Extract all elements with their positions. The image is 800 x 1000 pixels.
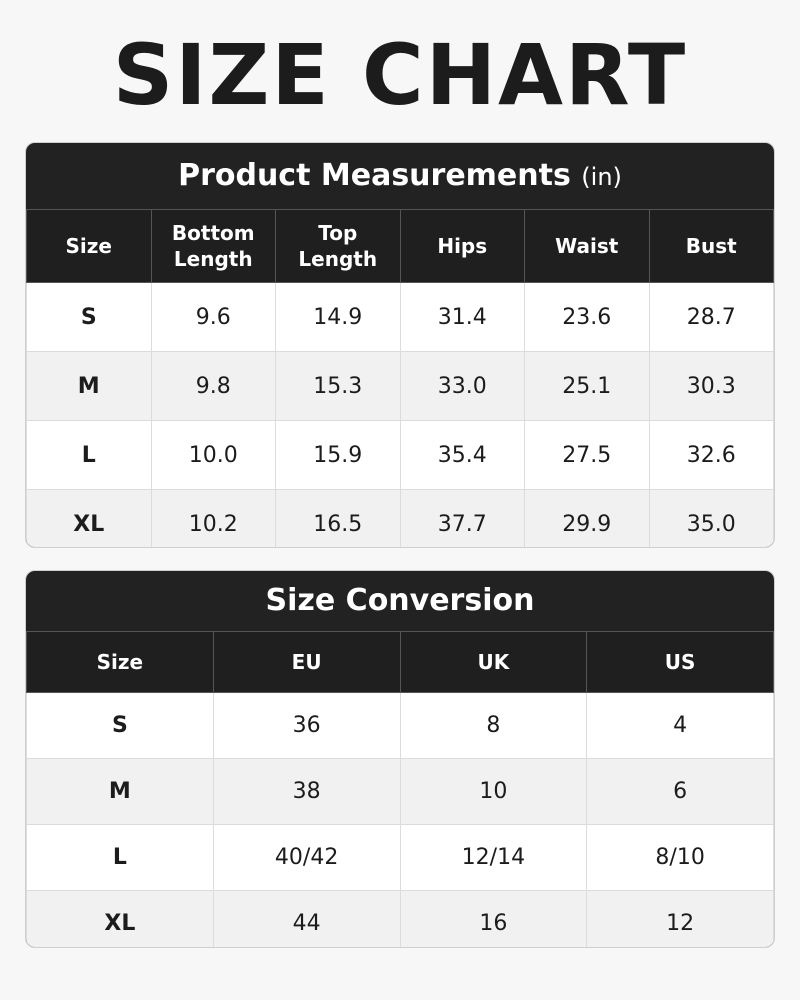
cell: 25.1	[524, 351, 650, 421]
cell: 8/10	[586, 824, 774, 891]
cell: 10.2	[150, 489, 276, 547]
size-cell: S	[26, 282, 152, 352]
measurements-panel: Product Measurements (in) Size Bottom Len…	[25, 142, 775, 548]
cell: 44	[212, 890, 401, 947]
table-row: L 10.0 15.9 35.4 27.5 32.6	[26, 420, 774, 490]
table-row: S 36 8 4	[26, 692, 774, 759]
cell: 28.7	[648, 282, 774, 352]
cell: 40/42	[212, 824, 401, 891]
column-header: Size	[26, 209, 152, 283]
size-cell: L	[26, 824, 214, 891]
header-row: Size Bottom Length Top Length Hips Waist Bust	[26, 209, 774, 283]
cell: 35.4	[399, 420, 525, 490]
cell: 12/14	[399, 824, 588, 891]
cell: 10	[399, 758, 588, 825]
table-row: XL 10.2 16.5 37.7 29.9 35.0	[26, 489, 774, 547]
table-row: S 9.6 14.9 31.4 23.6 28.7	[26, 282, 774, 352]
cell: 8	[399, 692, 588, 759]
cell: 16	[399, 890, 588, 947]
unit: (in)	[581, 163, 622, 191]
conversion-table: Size EU UK US S 36 8 4 M 38 10 6 L 40/42 12/14 8/10 XL 44…	[26, 631, 774, 947]
cell: 31.4	[399, 282, 525, 352]
cell: 36	[212, 692, 401, 759]
cell: 30.3	[648, 351, 774, 421]
column-header: Waist	[524, 209, 650, 283]
cell: 32.6	[648, 420, 774, 490]
cell: 12	[586, 890, 774, 947]
column-header: US	[586, 631, 774, 693]
cell: 4	[586, 692, 774, 759]
title-text: Product Measurements	[178, 158, 571, 193]
cell: 35.0	[648, 489, 774, 547]
panel-title: Product Measurements (in)	[26, 143, 774, 209]
column-header: Size	[26, 631, 214, 693]
cell: 9.6	[150, 282, 276, 352]
cell: 10.0	[150, 420, 276, 490]
size-cell: M	[26, 351, 152, 421]
cell: 27.5	[524, 420, 650, 490]
table-row: XL 44 16 12	[26, 890, 774, 947]
cell: 15.9	[275, 420, 401, 490]
column-header: UK	[399, 631, 588, 693]
size-cell: S	[26, 692, 214, 759]
page-title: SIZE CHART	[112, 26, 688, 124]
conversion-panel: Size Conversion Size EU UK US S 36 8 4 M 38 10 6 L 40…	[25, 570, 775, 948]
cell: 15.3	[275, 351, 401, 421]
column-header: EU	[212, 631, 401, 693]
size-cell: XL	[26, 890, 214, 947]
header-row: Size EU UK US	[26, 631, 774, 693]
size-cell: L	[26, 420, 152, 490]
cell: 29.9	[524, 489, 650, 547]
cell: 37.7	[399, 489, 525, 547]
cell: 6	[586, 758, 774, 825]
size-cell: XL	[26, 489, 152, 547]
table-row: L 40/42 12/14 8/10	[26, 824, 774, 891]
size-cell: M	[26, 758, 214, 825]
cell: 16.5	[275, 489, 401, 547]
column-header: Top Length	[275, 209, 401, 283]
column-header: Bust	[648, 209, 774, 283]
cell: 9.8	[150, 351, 276, 421]
column-header: Hips	[399, 209, 525, 283]
cell: 33.0	[399, 351, 525, 421]
cell: 23.6	[524, 282, 650, 352]
cell: 38	[212, 758, 401, 825]
column-header: Bottom Length	[150, 209, 276, 283]
measurements-table: Size Bottom Length Top Length Hips Waist Bust…	[26, 209, 774, 547]
panel-title: Size Conversion	[265, 583, 535, 618]
cell: 14.9	[275, 282, 401, 352]
table-row: M 9.8 15.3 33.0 25.1 30.3	[26, 351, 774, 421]
table-row: M 38 10 6	[26, 758, 774, 825]
